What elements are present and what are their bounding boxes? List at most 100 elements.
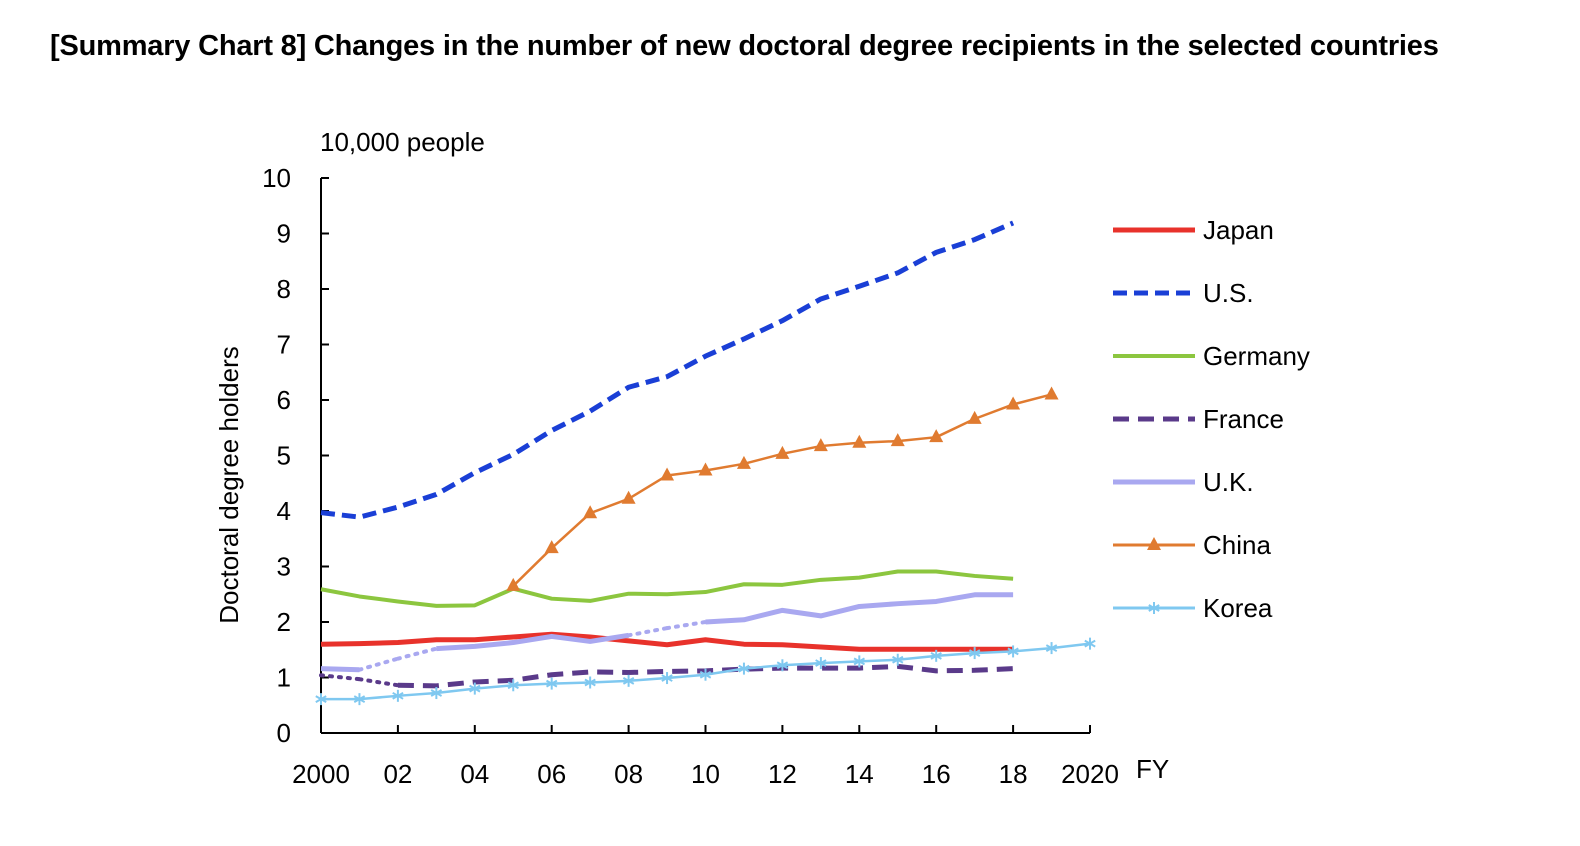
data-point [546, 677, 558, 690]
series-line [320, 569, 1014, 608]
data-point [813, 438, 828, 452]
y-tick-label: 7 [277, 330, 291, 360]
data-point-stroke [469, 684, 481, 693]
data-point [815, 657, 827, 670]
data-point [775, 445, 790, 459]
x-tick-label: 2020 [1061, 759, 1119, 789]
x-tick-label: 12 [768, 759, 797, 789]
x-tick-label: 06 [537, 759, 566, 789]
series-us [320, 220, 1015, 520]
series-japan [320, 631, 1014, 652]
series-line [320, 631, 1014, 652]
x-tick-label: 10 [691, 759, 720, 789]
data-point-stroke [968, 649, 981, 657]
x-tick-label: 14 [845, 759, 874, 789]
data-point [507, 679, 519, 692]
data-point [469, 682, 481, 695]
data-point [430, 687, 443, 700]
legend-item-china: China [1113, 530, 1271, 560]
legend-label: Korea [1203, 593, 1273, 623]
series-line [436, 632, 629, 652]
x-tick-label: 2000 [292, 759, 350, 789]
data-point [968, 647, 981, 660]
y-tick-label: 4 [277, 496, 291, 526]
data-point-stroke [738, 664, 750, 673]
data-point-stroke [661, 674, 673, 682]
data-point-stroke [353, 695, 366, 704]
data-point [1084, 637, 1096, 650]
series-germany [320, 569, 1014, 608]
y-tick-label: 3 [277, 552, 291, 582]
data-point-stroke [392, 691, 404, 700]
data-point [1006, 396, 1021, 410]
y-unit-label: 10,000 people [320, 127, 485, 157]
data-point [661, 672, 673, 685]
data-point [583, 505, 598, 519]
series-dotted-segment [319, 673, 362, 682]
series-dotted-segment [665, 620, 708, 631]
data-point [506, 577, 521, 591]
data-point [392, 689, 404, 702]
data-point [660, 467, 675, 481]
y-tick-label: 6 [277, 385, 291, 415]
data-point [1044, 386, 1059, 400]
legend-item-france: France [1113, 404, 1284, 434]
data-point-stroke [622, 676, 635, 685]
x-tick-label: 16 [922, 759, 951, 789]
chart-title: [Summary Chart 8] Changes in the number … [50, 30, 1439, 62]
data-point-stroke [1045, 644, 1058, 652]
data-point [584, 676, 596, 689]
legend-label: U.S. [1203, 278, 1254, 308]
y-axis-label: Doctoral degree holders [214, 346, 244, 624]
series-dotted-segment [357, 656, 400, 672]
legend-label: Japan [1203, 215, 1274, 245]
legend-label: China [1203, 530, 1271, 560]
data-point-stroke [892, 655, 904, 664]
y-tick-label: 8 [277, 274, 291, 304]
data-point [853, 655, 865, 668]
legend-item-korea: Korea [1113, 593, 1273, 623]
data-point-stroke [430, 689, 443, 697]
x-tick-label: 18 [999, 759, 1028, 789]
data-point-stroke [930, 651, 942, 660]
data-point-stroke [546, 679, 558, 688]
data-point [315, 693, 327, 706]
data-point-stroke [507, 681, 519, 690]
data-point [621, 490, 636, 504]
legend: Japan U.S. Germany France U.K. China Korea [1113, 215, 1310, 623]
data-point-stroke [584, 678, 596, 687]
series-dotted-segment [626, 626, 670, 638]
series-layer [315, 220, 1096, 706]
y-tick-label: 9 [277, 219, 291, 249]
data-point-stroke [776, 661, 789, 670]
legend-label: U.K. [1203, 467, 1254, 497]
data-point [622, 674, 635, 687]
data-point [544, 540, 559, 554]
data-point [930, 649, 942, 662]
legend-label: France [1203, 404, 1284, 434]
series-uk [320, 592, 1014, 673]
legend-item-us: U.S. [1113, 278, 1254, 308]
series-china [506, 386, 1059, 591]
y-tick-label: 10 [262, 163, 291, 193]
data-point [353, 693, 366, 706]
data-point [698, 462, 713, 476]
data-point [1045, 642, 1058, 655]
data-point-stroke [815, 659, 827, 667]
series-line [320, 666, 360, 673]
legend-marker [1148, 604, 1160, 612]
data-point-stroke [853, 657, 865, 666]
data-point [929, 429, 944, 443]
series-dotted-segment [395, 646, 439, 661]
x-tick-label: 04 [460, 759, 489, 789]
y-tick-label: 5 [277, 441, 291, 471]
data-point [776, 659, 789, 672]
y-tick-label: 1 [277, 663, 291, 693]
data-point [852, 434, 867, 448]
data-point [967, 410, 982, 424]
legend-marker [1147, 537, 1161, 550]
data-point [738, 662, 750, 675]
legend-label: Germany [1203, 341, 1310, 371]
